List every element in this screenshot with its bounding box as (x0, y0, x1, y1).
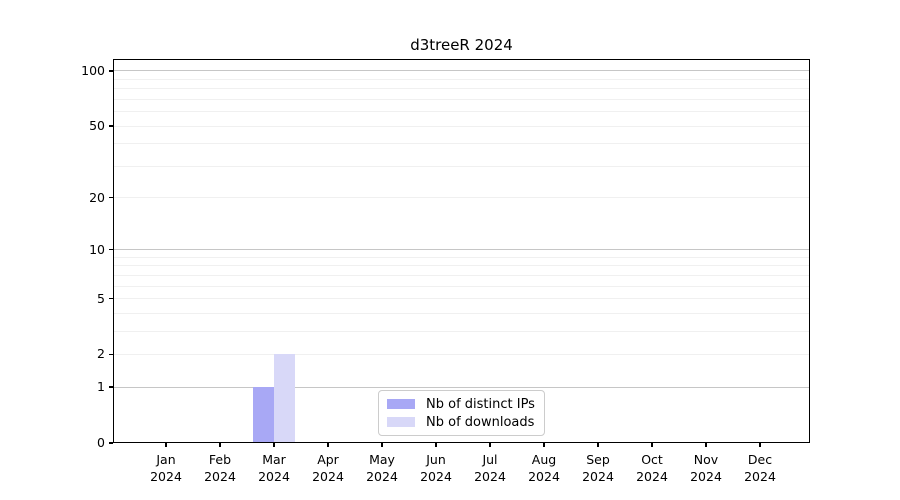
x-tick-year: 2024 (744, 469, 776, 484)
y-tick (108, 248, 113, 251)
y-tick (108, 297, 113, 300)
x-tick-label: Jul 2024 (462, 451, 518, 485)
legend-item-distinct-ips: Nb of distinct IPs (387, 397, 536, 412)
minor-gridline (114, 274, 809, 276)
x-tick (327, 443, 329, 447)
legend-label-distinct-ips: Nb of distinct IPs (426, 396, 535, 412)
x-tick-label: Mar 2024 (246, 451, 302, 485)
x-tick (435, 443, 437, 447)
minor-gridline (114, 353, 809, 355)
minor-gridline (114, 78, 809, 80)
x-tick (759, 443, 761, 447)
x-tick (165, 443, 167, 447)
x-tick-month: Dec (747, 452, 773, 467)
y-tick-label: 5 (97, 290, 105, 306)
x-tick (489, 443, 491, 447)
x-tick-label: Oct 2024 (624, 451, 680, 485)
x-tick (381, 443, 383, 447)
minor-gridline (114, 330, 809, 332)
x-tick-month: Mar (262, 452, 286, 467)
minor-gridline (114, 143, 809, 145)
legend-swatch-downloads (387, 417, 415, 427)
x-tick-month: Oct (641, 452, 663, 467)
minor-gridline (114, 312, 809, 314)
minor-gridline (114, 256, 809, 258)
y-tick-label: 20 (89, 189, 105, 205)
y-tick-label: 2 (97, 346, 105, 362)
x-tick (597, 443, 599, 447)
x-tick-year: 2024 (474, 469, 506, 484)
x-tick-year: 2024 (312, 469, 344, 484)
minor-gridline (114, 265, 809, 267)
y-tick-label: 10 (89, 241, 105, 257)
x-tick (651, 443, 653, 447)
y-tick (108, 386, 113, 388)
legend-label-downloads: Nb of downloads (426, 414, 535, 430)
x-tick (543, 443, 545, 447)
x-tick-year: 2024 (582, 469, 614, 484)
y-tick-label: 0 (97, 435, 105, 450)
bar-downloads-mar (274, 354, 295, 443)
minor-gridline (114, 298, 809, 300)
x-tick-label: Dec 2024 (732, 451, 788, 485)
x-tick-label: Jan 2024 (138, 451, 194, 485)
y-tick-label: 100 (81, 62, 105, 78)
minor-gridline (114, 98, 809, 100)
chart-title: d3treeR 2024 (410, 36, 513, 54)
x-tick-year: 2024 (204, 469, 236, 484)
x-tick-label: Aug 2024 (516, 451, 572, 485)
x-tick-month: May (369, 452, 395, 467)
legend-item-downloads: Nb of downloads (387, 415, 536, 430)
x-tick-label: Feb 2024 (192, 451, 248, 485)
y-tick-label: 1 (97, 379, 105, 395)
x-tick-month: Feb (208, 452, 232, 467)
minor-gridline (114, 285, 809, 287)
plot-area (113, 59, 810, 443)
minor-gridline (114, 197, 809, 199)
major-gridline (114, 249, 809, 251)
x-tick-label: Nov 2024 (678, 451, 734, 485)
x-tick-label: Sep 2024 (570, 451, 626, 485)
x-tick-year: 2024 (420, 469, 452, 484)
y-tick (108, 196, 113, 199)
x-tick-month: Aug (531, 452, 557, 467)
bar-distinct-ips-mar (253, 387, 274, 443)
y-tick (108, 353, 113, 356)
y-tick (108, 125, 113, 127)
y-tick (108, 442, 113, 444)
legend: Nb of distinct IPs Nb of downloads (378, 390, 545, 436)
minor-gridline (114, 125, 809, 127)
x-tick-year: 2024 (636, 469, 668, 484)
x-tick-month: Jun (426, 452, 446, 467)
x-tick-month: Jul (482, 452, 498, 467)
x-tick-year: 2024 (150, 469, 182, 484)
legend-swatch-distinct-ips (387, 399, 415, 409)
x-tick-label: Apr 2024 (300, 451, 356, 485)
minor-gridline (114, 165, 809, 167)
x-tick-year: 2024 (258, 469, 290, 484)
x-tick-label: May 2024 (354, 451, 410, 485)
x-tick-month: Nov (693, 452, 719, 467)
x-tick (273, 443, 275, 447)
x-tick (219, 443, 221, 447)
minor-gridline (114, 111, 809, 113)
major-gridline (114, 70, 809, 72)
major-gridline (114, 386, 809, 388)
x-tick-label: Jun 2024 (408, 451, 464, 485)
x-tick-month: Sep (586, 452, 610, 467)
x-tick-year: 2024 (690, 469, 722, 484)
x-tick-month: Jan (156, 452, 176, 467)
x-tick-year: 2024 (528, 469, 560, 484)
x-tick-month: Apr (317, 452, 339, 467)
y-tick (108, 70, 113, 72)
y-tick-label: 50 (89, 118, 105, 134)
x-tick-year: 2024 (366, 469, 398, 484)
minor-gridline (114, 88, 809, 90)
x-tick (705, 443, 707, 447)
